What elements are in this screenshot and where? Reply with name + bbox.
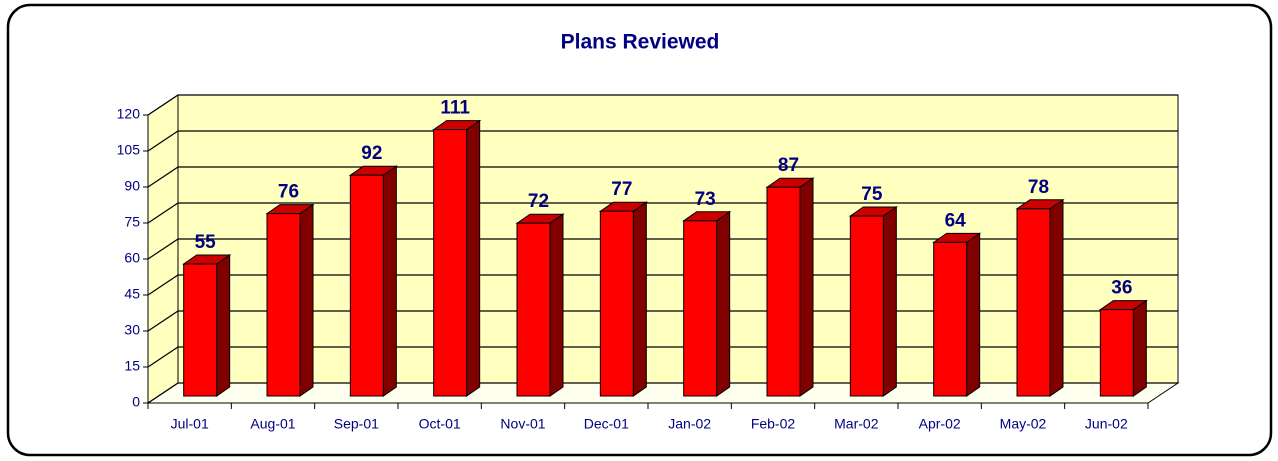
y-tick-label: 90 — [124, 178, 140, 194]
bar-side — [466, 119, 481, 397]
grid-line — [147, 94, 1178, 116]
y-tick-label: 60 — [124, 250, 140, 266]
x-tick-label: Jul-01 — [171, 416, 209, 432]
bar-side — [382, 165, 397, 397]
x-tick-label: Oct-01 — [419, 416, 461, 432]
x-tick-label: Jun-02 — [1085, 416, 1128, 432]
x-tick-label: Mar-02 — [834, 416, 879, 432]
bar — [1016, 208, 1051, 397]
bar — [433, 129, 468, 397]
value-label: 73 — [695, 189, 716, 210]
bar-side — [966, 232, 981, 397]
bar-side — [549, 213, 564, 397]
y-tick-label: 75 — [124, 214, 140, 230]
value-label: 76 — [278, 182, 299, 203]
value-label: 75 — [861, 184, 883, 205]
x-tick-label: Nov-01 — [500, 416, 545, 432]
x-tick-label: Jan-02 — [668, 416, 711, 432]
bar-side — [1049, 198, 1064, 397]
grid-line — [147, 346, 1178, 368]
grid-line — [147, 274, 1178, 296]
grid-line — [147, 382, 1178, 404]
value-label: 72 — [528, 191, 549, 212]
bar-side — [1132, 299, 1147, 397]
bar-side — [216, 254, 231, 397]
bar-side — [882, 206, 897, 397]
bar — [849, 215, 884, 397]
x-tick-label: Aug-01 — [250, 416, 295, 432]
grid-line — [147, 130, 1178, 152]
value-label: 111 — [440, 98, 470, 119]
x-tick-label: May-02 — [1000, 416, 1047, 432]
x-tick-label: Apr-02 — [919, 416, 961, 432]
bar — [1099, 309, 1134, 397]
value-label: 36 — [1111, 278, 1132, 299]
bar — [516, 222, 551, 397]
bar — [349, 174, 384, 397]
value-label: 77 — [611, 179, 632, 200]
bar-side — [716, 210, 731, 397]
x-tick-label: Sep-01 — [334, 416, 379, 432]
grid-line — [147, 202, 1178, 224]
grid-line — [147, 238, 1178, 260]
bar — [266, 213, 301, 397]
bar — [599, 210, 634, 397]
bar — [183, 263, 218, 397]
bar-side — [799, 177, 814, 397]
bar — [933, 241, 968, 397]
y-tick-label: 105 — [117, 142, 141, 158]
grid-line — [147, 310, 1178, 332]
value-label: 87 — [778, 155, 799, 176]
value-label: 55 — [195, 232, 217, 253]
y-tick-label: 45 — [124, 286, 140, 302]
x-tick-label: Dec-01 — [584, 416, 629, 432]
y-tick-label: 120 — [117, 106, 141, 122]
y-tick-label: 0 — [132, 394, 140, 410]
bar — [683, 220, 718, 397]
value-label: 64 — [945, 210, 967, 231]
value-label: 92 — [361, 143, 382, 164]
y-tick-label: 15 — [124, 358, 140, 374]
chart-title: Plans Reviewed — [561, 31, 720, 54]
x-tick-label: Feb-02 — [751, 416, 796, 432]
value-label: 78 — [1028, 177, 1049, 198]
grid-line — [147, 166, 1178, 188]
bar — [766, 186, 801, 397]
bar-side — [632, 201, 647, 397]
bar-side — [299, 203, 314, 397]
y-tick-label: 30 — [124, 322, 140, 338]
